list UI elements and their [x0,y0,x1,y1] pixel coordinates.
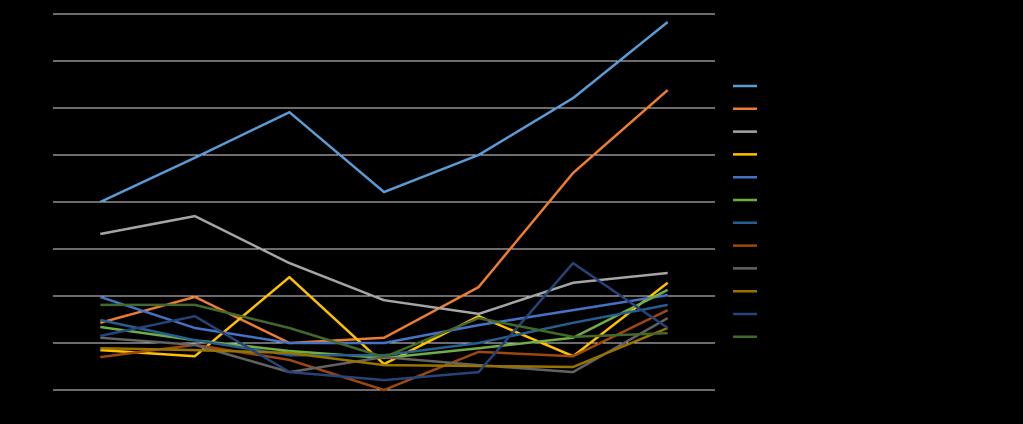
series-line [99,89,669,345]
series-line [99,21,669,204]
series-line [100,303,668,359]
series-line [100,261,669,382]
series-line [100,214,668,316]
series-line [99,293,668,345]
series-line [100,303,668,357]
series-line [100,326,669,369]
